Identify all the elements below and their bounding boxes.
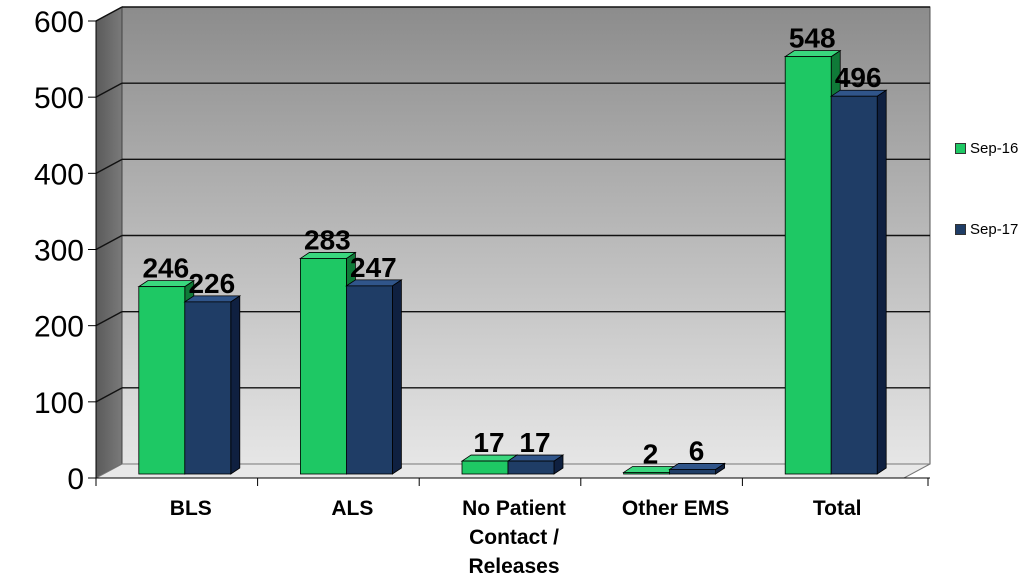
bar: [784, 56, 832, 475]
data-label: 496: [835, 62, 882, 93]
legend-swatch: [955, 224, 966, 235]
data-label: 548: [789, 23, 836, 54]
x-tick-label: Contact /: [469, 526, 559, 549]
legend-item-sep-17: Sep-17: [955, 221, 1018, 238]
legend-label: Sep-16: [970, 140, 1019, 157]
bar: [345, 285, 393, 475]
gridline-side: [95, 6, 123, 22]
data-label: 247: [350, 252, 397, 283]
gridline-side: [95, 234, 123, 251]
legend-item-sep-16: Sep-16: [955, 140, 1018, 157]
gridline-side: [95, 311, 123, 327]
x-tick-label: No Patient: [462, 497, 566, 520]
data-label: 2: [643, 438, 659, 469]
bar: [830, 95, 878, 475]
y-tick-label: 400: [34, 158, 84, 191]
bar: [623, 472, 670, 475]
gridline-side: [95, 387, 123, 403]
bar: [299, 258, 347, 475]
x-tick-label: Other EMS: [622, 497, 729, 520]
data-label: 17: [473, 427, 504, 458]
legend-label: Sep-17: [970, 221, 1019, 238]
data-label: 246: [142, 253, 189, 284]
x-tick-label: Releases: [468, 555, 559, 578]
data-label: 283: [304, 224, 351, 255]
y-tick-label: 500: [34, 82, 84, 115]
tick-labels: 0 100 200 300 400 500 600 BLS ALS No Patient Conta…: [34, 6, 862, 578]
bar: [507, 460, 555, 475]
y-tick-label: 300: [34, 235, 84, 268]
x-tick-label: BLS: [170, 497, 212, 520]
y-tick-label: 100: [34, 387, 84, 420]
data-label: 6: [689, 435, 705, 466]
legend-swatch: [955, 143, 966, 154]
bar: [461, 460, 509, 475]
bar-side: [230, 295, 241, 475]
y-tick-label: 0: [67, 463, 84, 496]
x-tick-label: ALS: [331, 497, 373, 520]
bar: [138, 286, 186, 475]
y-tick-label: 200: [34, 311, 84, 344]
gridline-side: [95, 82, 123, 98]
bar: [184, 301, 232, 475]
x-tick-label: Total: [813, 497, 862, 520]
bar-side: [391, 279, 402, 475]
bars: [137, 49, 888, 475]
data-label: 226: [188, 268, 235, 299]
bar-side: [876, 89, 887, 475]
gridline-side: [95, 158, 123, 174]
bar: [669, 469, 716, 475]
y-tick-label: 600: [34, 6, 84, 39]
axes: [88, 20, 930, 486]
data-label: 17: [519, 427, 550, 458]
